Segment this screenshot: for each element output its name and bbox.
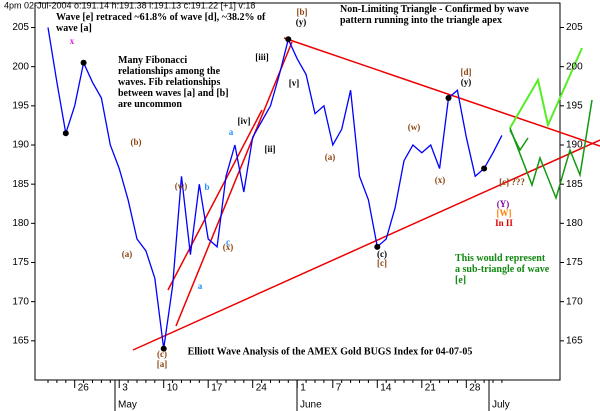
x-tick-label: 14 [380,383,392,394]
wave-label: [a] [157,359,168,369]
wave-label: (Y) [497,199,510,209]
wave-label: a [198,281,203,291]
wave-label: x [70,36,75,46]
pivot-dot [80,59,87,66]
pivot-dot [285,36,292,43]
pivot-dot [445,95,452,101]
y-tick-label: 165 [12,335,29,346]
wave-label: In II [495,218,513,228]
month-label: July [492,400,510,411]
price-line [47,27,503,349]
y-tick-label: 190 [566,140,583,151]
forecast-line [509,129,529,152]
x-tick-label: 3 [122,383,128,394]
note: This would represent a sub-triangle of w… [455,253,550,286]
note: Non-Limiting Triangle - Confirmed by wav… [340,4,529,26]
forecast-line [509,47,583,129]
pivot-dot [481,165,488,172]
y-tick-label: 170 [566,296,583,307]
wave-label: [c] [377,258,387,268]
wave-label: (c) [377,249,387,259]
y-tick-label: 180 [566,218,583,229]
wave-label: (y) [296,17,307,27]
y-tick-label: 190 [12,140,29,151]
month-label: June [300,400,322,411]
x-tick-label: 1 [300,383,306,394]
wave-label: [d] [461,67,472,77]
wave-label: (a) [325,152,336,162]
wave-label: (x) [435,175,446,185]
wave-label: [W] [497,208,512,218]
forecast-line [509,99,593,201]
y-tick-label: 185 [566,179,583,190]
triangle-lower [132,139,600,351]
y-tick-label: 195 [566,100,583,111]
wave-label: [v] [289,78,300,88]
month-label: May [118,400,137,411]
wave-label: (w) [175,181,188,191]
y-tick-label: 180 [12,218,29,229]
plot-frame [34,2,561,381]
x-tick-label: 24 [256,383,268,394]
y-tick-label: 175 [12,257,29,268]
wave-label: (c) [157,349,167,359]
y-tick-label: 205 [12,22,29,33]
y-tick-label: 200 [12,61,29,72]
wave-label: [b] [297,7,308,17]
y-tick-label: 165 [566,335,583,346]
y-tick-label: 205 [566,22,583,33]
triangle-upper [283,37,600,147]
pivot-dot [374,243,381,250]
y-tick-label: 200 [566,61,583,72]
header: 4pm 02-Jul-2004 o:191.14 h:191.38 l:191.… [4,0,255,10]
note: Many Fibonacci relationships among the w… [118,55,229,110]
x-tick-label: 26 [78,383,90,394]
pivot-dot [62,130,69,137]
wave-label: (w) [408,122,421,132]
x-tick-label: 28 [469,383,481,394]
wave-label: a [229,127,234,137]
wave-label: (x) [223,242,234,252]
pivot-dot [160,345,167,352]
note: Wave [e] retraced ~61.8% of wave [d], ~3… [56,12,266,34]
wave-label: [c] ??? [499,177,525,187]
wave-label: (b) [131,137,142,147]
x-tick-label: 17 [211,383,223,394]
wave-label: [iii] [255,52,269,62]
wave-label: [iv] [238,116,251,126]
wave-label: [ii] [265,144,276,154]
x-tick-label: 21 [425,383,437,394]
y-tick-label: 195 [12,100,29,111]
wave-label: c [226,237,230,247]
y-tick-label: 170 [12,296,29,307]
chart-title: Elliott Wave Analysis of the AMEX Gold B… [188,346,473,357]
wave-label: (y) [461,77,472,87]
x-tick-label: 10 [167,383,179,394]
y-tick-label: 185 [12,179,29,190]
wave-label: (a) [122,249,133,259]
wave-label: b [204,182,209,192]
y-tick-label: 175 [566,257,583,268]
channel-line [167,109,263,291]
channel-line [175,41,293,327]
x-tick-label: 7 [336,383,342,394]
